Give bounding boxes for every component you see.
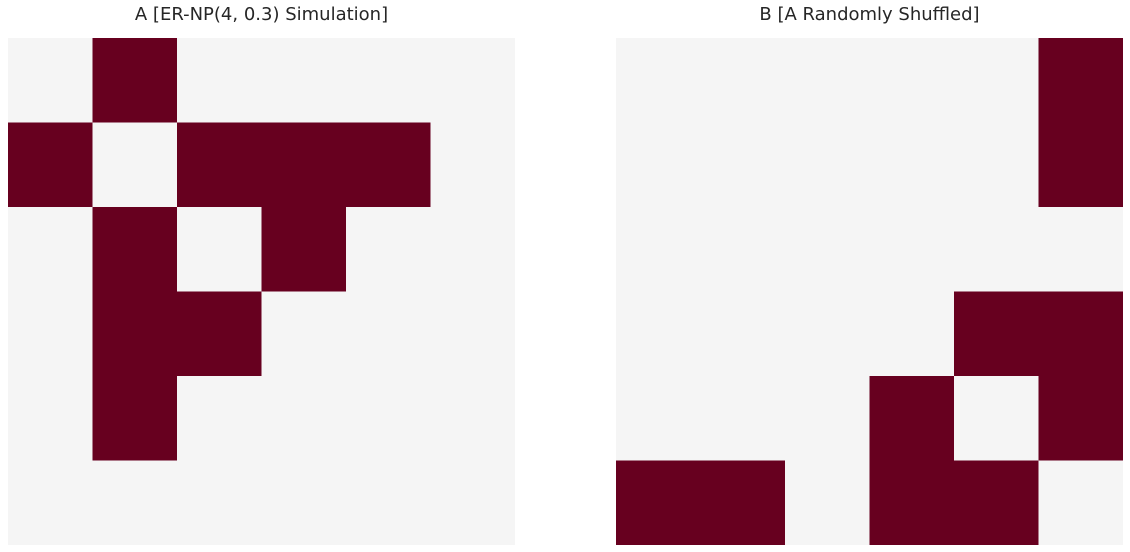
heatmap-a-cell-r3-c3 [261,291,347,377]
heatmap-a-cell-r0-c1 [92,38,178,123]
heatmap-a-cell-r1-c5 [430,122,515,208]
heatmap-a-cell-r2-c5 [430,207,515,292]
heatmap-a-cell-r3-c2 [177,291,262,377]
heatmap-a-title: A [ER-NP(4, 0.3) Simulation] [134,4,389,25]
heatmap-b-cell-r4-c4 [954,376,1039,461]
heatmap-b-cell-r5-c4 [954,460,1039,545]
heatmap-b-cell-r2-c4 [954,207,1039,292]
heatmap-a-cell-r4-c0 [8,376,93,461]
heatmap-b-cell-r5-c3 [869,460,955,545]
heatmap-a-cell-r2-c2 [177,207,262,292]
heatmap-b-cell-r2-c2 [785,207,870,292]
heatmap-a-cell-r2-c0 [8,207,93,292]
heatmap-a-cell-r1-c0 [8,122,93,208]
heatmap-a-cell-r3-c5 [430,291,515,377]
heatmap-a-cell-r0-c0 [8,38,93,123]
heatmap-a-cell-r0-c3 [261,38,347,123]
heatmap-b-cell-r0-c0 [616,38,701,123]
heatmap-a-cell-r3-c1 [92,291,178,377]
heatmap-a-cell-r4-c2 [177,376,262,461]
heatmap-b-cell-r2-c5 [1038,207,1123,292]
heatmap-b-cell-r1-c2 [785,122,870,208]
heatmap-b-cell-r2-c3 [869,207,955,292]
heatmap-b-cell-r1-c4 [954,122,1039,208]
heatmap-a-cell-r3-c0 [8,291,93,377]
heatmap-b-cell-r5-c2 [785,460,870,545]
heatmap-b-title: B [A Randomly Shuffled] [759,4,980,25]
heatmap-b [616,38,1123,545]
heatmap-a-cell-r5-c5 [430,460,515,545]
heatmap-a-cell-r4-c5 [430,376,515,461]
heatmap-a-cell-r5-c0 [8,460,93,545]
heatmap-a [8,38,515,545]
heatmap-a-cell-r5-c4 [346,460,431,545]
heatmap-a-cell-r1-c3 [261,122,347,208]
heatmap-b-cell-r2-c0 [616,207,701,292]
heatmap-b-cell-r5-c1 [700,460,786,545]
heatmap-a-cell-r4-c4 [346,376,431,461]
heatmap-b-cell-r4-c1 [700,376,786,461]
heatmap-b-cell-r0-c1 [700,38,786,123]
heatmap-b-cell-r3-c3 [869,291,955,377]
heatmap-a-cell-r2-c1 [92,207,178,292]
heatmap-a-cell-r1-c2 [177,122,262,208]
heatmap-b-cell-r4-c3 [869,376,955,461]
heatmap-b-cell-r0-c2 [785,38,870,123]
heatmap-a-cell-r4-c1 [92,376,178,461]
heatmap-a-cell-r5-c3 [261,460,347,545]
heatmap-b-cell-r1-c5 [1038,122,1123,208]
heatmap-b-cell-r3-c4 [954,291,1039,377]
heatmap-a-cell-r3-c4 [346,291,431,377]
heatmap-b-cell-r1-c3 [869,122,955,208]
heatmap-b-cell-r1-c1 [700,122,786,208]
heatmap-b-cell-r5-c0 [616,460,701,545]
heatmap-b-cell-r3-c0 [616,291,701,377]
heatmap-b-cell-r3-c1 [700,291,786,377]
heatmap-b-cell-r0-c3 [869,38,955,123]
heatmap-b-cell-r0-c4 [954,38,1039,123]
heatmap-a-cell-r0-c4 [346,38,431,123]
heatmap-b-cell-r0-c5 [1038,38,1123,123]
heatmap-b-cell-r2-c1 [700,207,786,292]
heatmap-b-cell-r5-c5 [1038,460,1123,545]
heatmap-b-cell-r3-c2 [785,291,870,377]
heatmap-b-cell-r4-c0 [616,376,701,461]
heatmap-a-cell-r2-c3 [261,207,347,292]
heatmap-a-cell-r1-c4 [346,122,431,208]
heatmap-a-cell-r2-c4 [346,207,431,292]
heatmap-a-cell-r0-c5 [430,38,515,123]
heatmap-a-cell-r0-c2 [177,38,262,123]
heatmap-a-cell-r4-c3 [261,376,347,461]
heatmap-a-cell-r5-c1 [92,460,178,545]
heatmap-b-cell-r3-c5 [1038,291,1123,377]
heatmap-a-cell-r5-c2 [177,460,262,545]
heatmap-b-cell-r4-c5 [1038,376,1123,461]
heatmap-b-cell-r4-c2 [785,376,870,461]
heatmap-a-cell-r1-c1 [92,122,178,208]
heatmap-b-cell-r1-c0 [616,122,701,208]
